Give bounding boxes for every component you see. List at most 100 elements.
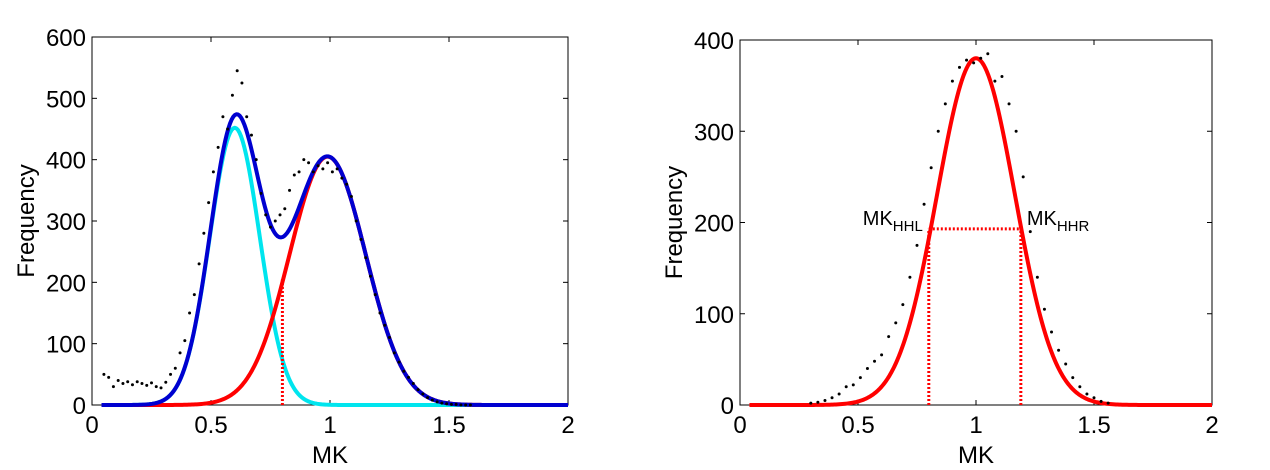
- data-point: [378, 311, 382, 315]
- data-point: [216, 145, 220, 149]
- data-point: [1050, 330, 1054, 334]
- y-tick-label: 200: [46, 270, 86, 297]
- data-point: [211, 170, 215, 174]
- x-tick-label: 0: [733, 412, 746, 439]
- data-point: [809, 401, 813, 405]
- data-point: [468, 403, 472, 407]
- data-point: [230, 93, 234, 97]
- data-point: [102, 372, 106, 376]
- data-point: [249, 133, 253, 137]
- x-tick-label: 0: [85, 412, 98, 439]
- data-point: [922, 202, 926, 206]
- data-point: [1106, 401, 1110, 405]
- data-point: [407, 375, 411, 379]
- data-point: [1042, 307, 1046, 311]
- data-point: [972, 61, 976, 65]
- annotation-main: MK: [863, 208, 894, 230]
- data-point: [264, 213, 268, 217]
- x-tick-label: 1: [969, 412, 982, 439]
- data-point: [311, 170, 315, 174]
- data-point: [454, 402, 458, 406]
- data-point: [464, 403, 468, 407]
- data-point: [1021, 175, 1025, 179]
- data-point: [440, 401, 444, 405]
- data-point: [307, 161, 311, 165]
- data-point: [130, 383, 134, 387]
- x-tick-label: 1.5: [432, 412, 465, 439]
- data-point: [965, 58, 969, 62]
- data-point: [159, 386, 163, 390]
- data-point: [816, 400, 820, 404]
- data-point: [873, 359, 877, 363]
- y-tick-label: 0: [721, 393, 734, 420]
- data-point: [259, 191, 263, 195]
- data-point: [936, 129, 940, 133]
- data-point: [126, 380, 130, 384]
- data-point: [354, 219, 358, 223]
- plot-frame: [739, 39, 1213, 406]
- plot-frame: [91, 36, 569, 406]
- data-point: [164, 380, 168, 384]
- data-point: [950, 79, 954, 83]
- data-point: [135, 380, 139, 384]
- data-point: [986, 52, 990, 56]
- data-point: [901, 303, 905, 307]
- x-axis-label: MK: [312, 442, 348, 469]
- data-point: [254, 158, 258, 162]
- annotation-hhl: MKHHL: [863, 208, 923, 235]
- data-point: [292, 173, 296, 177]
- data-point: [364, 256, 368, 260]
- data-point: [402, 369, 406, 373]
- data-point: [908, 275, 912, 279]
- annotation-main: MK: [1027, 208, 1058, 230]
- data-point: [1000, 75, 1004, 78]
- data-point: [929, 166, 933, 170]
- x-tick-label: 1: [323, 412, 336, 439]
- x-axis-label: MK: [958, 442, 994, 469]
- data-point: [154, 385, 158, 389]
- data-point: [894, 321, 898, 325]
- data-point: [430, 398, 434, 402]
- x-tick-label: 0.5: [841, 412, 874, 439]
- x-tick-label: 2: [561, 412, 574, 439]
- data-point: [388, 336, 391, 340]
- data-point: [449, 402, 453, 406]
- data-point: [302, 158, 306, 162]
- data-point: [297, 170, 301, 174]
- data-point: [1014, 129, 1018, 133]
- data-point: [169, 372, 173, 376]
- data-point: [269, 225, 272, 229]
- data-point: [197, 262, 201, 266]
- data-point: [178, 351, 182, 355]
- data-point: [273, 219, 277, 223]
- data-point: [173, 366, 177, 370]
- data-point: [1099, 399, 1103, 403]
- data-point: [192, 293, 196, 297]
- data-point: [245, 115, 249, 119]
- data-point: [1007, 102, 1011, 106]
- data-point: [326, 161, 330, 165]
- data-point: [321, 167, 325, 171]
- y-axis-label: Frequency: [13, 164, 40, 277]
- y-tick-label: 100: [46, 332, 86, 359]
- data-point: [316, 164, 320, 168]
- data-point: [943, 102, 947, 106]
- data-point: [373, 293, 377, 297]
- data-point: [368, 274, 372, 278]
- data-point: [150, 381, 153, 385]
- data-point: [823, 398, 827, 402]
- y-tick-label: 100: [694, 302, 734, 329]
- data-point: [283, 207, 287, 211]
- y-tick-label: 0: [73, 393, 86, 420]
- data-point: [111, 385, 115, 389]
- data-point: [837, 392, 841, 396]
- data-point: [865, 367, 869, 370]
- data-point: [979, 56, 983, 60]
- y-tick-label: 500: [46, 86, 86, 113]
- data-point: [140, 382, 144, 386]
- data-point: [392, 351, 396, 355]
- data-point: [330, 170, 334, 174]
- series-line-gaussian-1: [101, 154, 569, 407]
